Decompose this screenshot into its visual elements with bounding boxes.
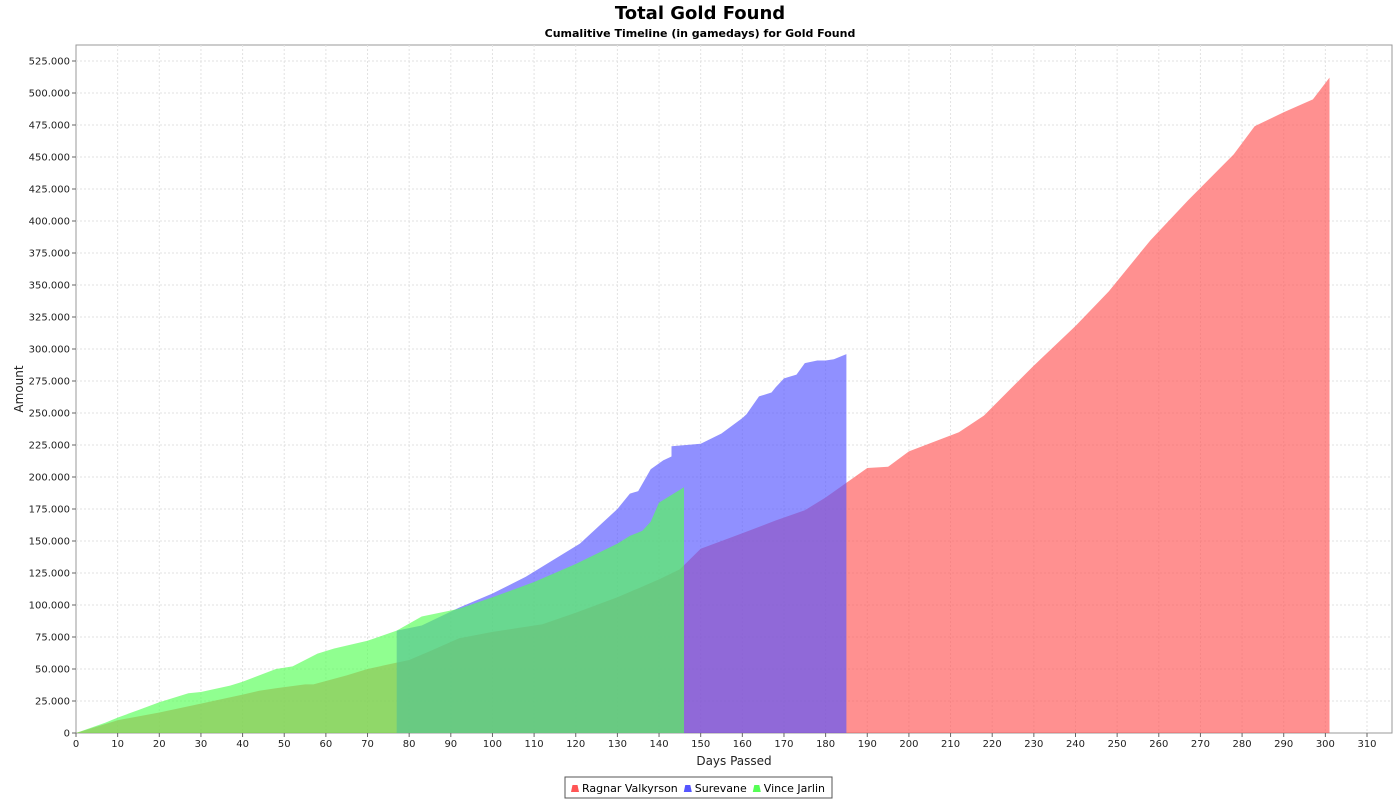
y-tick-label: 150.000 <box>29 537 70 548</box>
y-tick-label: 0 <box>64 729 70 740</box>
legend-label-ragnar-valkyrson: Ragnar Valkyrson <box>582 782 678 795</box>
legend-box <box>564 776 833 799</box>
x-tick-label: 150 <box>691 739 710 750</box>
x-tick-label: 50 <box>278 739 291 750</box>
chart-subtitle: Cumalitive Timeline (in gamedays) for Go… <box>545 27 856 40</box>
y-tick-label: 400.000 <box>29 217 70 228</box>
series-areas <box>76 77 1330 734</box>
x-tick-label: 240 <box>1066 739 1085 750</box>
x-tick-label: 10 <box>111 739 124 750</box>
y-axis-label: Amount <box>12 365 26 412</box>
legend-label-vince-jarlin: Vince Jarlin <box>764 782 825 795</box>
x-tick-label: 60 <box>320 739 333 750</box>
legend-swatch-vince-jarlin <box>752 785 761 792</box>
y-tick-label: 125.000 <box>29 569 70 580</box>
legend-label-surevane: Surevane <box>695 782 747 795</box>
axes: 0 10 20 30 40 50 60 70 80 90 100 110 120 130 140 150 160… <box>29 57 1377 751</box>
y-tick-label: 500.000 <box>29 89 70 100</box>
x-tick-label: 20 <box>153 739 166 750</box>
x-tick-label: 230 <box>1024 739 1043 750</box>
y-tick-label: 475.000 <box>29 121 70 132</box>
x-tick-label: 220 <box>983 739 1002 750</box>
legend: Ragnar Valkyrson Surevane Vince Jarlin <box>564 776 833 799</box>
y-tick-label: 175.000 <box>29 505 70 516</box>
x-tick-label: 160 <box>733 739 752 750</box>
x-tick-label: 250 <box>1108 739 1127 750</box>
x-tick-label: 170 <box>774 739 793 750</box>
y-tick-label: 50.000 <box>35 665 70 676</box>
series-area-ragnar-valkyrson <box>76 77 1330 734</box>
x-tick-label: 270 <box>1191 739 1210 750</box>
x-tick-label: 260 <box>1149 739 1168 750</box>
y-tick-label: 100.000 <box>29 601 70 612</box>
y-tick-label: 375.000 <box>29 249 70 260</box>
x-tick-label: 300 <box>1316 739 1335 750</box>
x-tick-label: 210 <box>941 739 960 750</box>
x-tick-label: 90 <box>444 739 457 750</box>
y-tick-label: 450.000 <box>29 153 70 164</box>
x-axis-label: Days Passed <box>696 754 771 768</box>
x-tick-label: 120 <box>566 739 585 750</box>
x-tick-label: 190 <box>858 739 877 750</box>
y-tick-label: 300.000 <box>29 345 70 356</box>
x-tick-label: 110 <box>525 739 544 750</box>
x-tick-label: 200 <box>899 739 918 750</box>
y-tick-label: 425.000 <box>29 185 70 196</box>
x-tick-label: 0 <box>73 739 79 750</box>
legend-swatch-surevane <box>683 785 692 792</box>
y-tick-label: 350.000 <box>29 281 70 292</box>
legend-swatch-ragnar-valkyrson <box>571 785 579 792</box>
x-tick-label: 140 <box>649 739 668 750</box>
x-tick-label: 80 <box>403 739 416 750</box>
x-tick-label: 310 <box>1357 739 1376 750</box>
y-tick-label: 225.000 <box>29 441 70 452</box>
x-tick-label: 40 <box>236 739 249 750</box>
x-tick-label: 70 <box>361 739 374 750</box>
x-tick-label: 290 <box>1274 739 1293 750</box>
x-tick-label: 130 <box>608 739 627 750</box>
x-tick-label: 30 <box>195 739 208 750</box>
y-tick-label: 275.000 <box>29 377 70 388</box>
series-area-vince-jarlin <box>76 487 684 733</box>
x-tick-label: 180 <box>816 739 835 750</box>
y-tick-label: 325.000 <box>29 313 70 324</box>
y-tick-label: 525.000 <box>29 57 70 68</box>
y-tick-label: 200.000 <box>29 473 70 484</box>
y-tick-label: 250.000 <box>29 409 70 420</box>
chart-title: Total Gold Found <box>615 3 785 24</box>
y-tick-label: 25.000 <box>35 697 70 708</box>
y-tick-label: 75.000 <box>35 633 70 644</box>
x-tick-label: 280 <box>1233 739 1252 750</box>
x-tick-label: 100 <box>483 739 502 750</box>
